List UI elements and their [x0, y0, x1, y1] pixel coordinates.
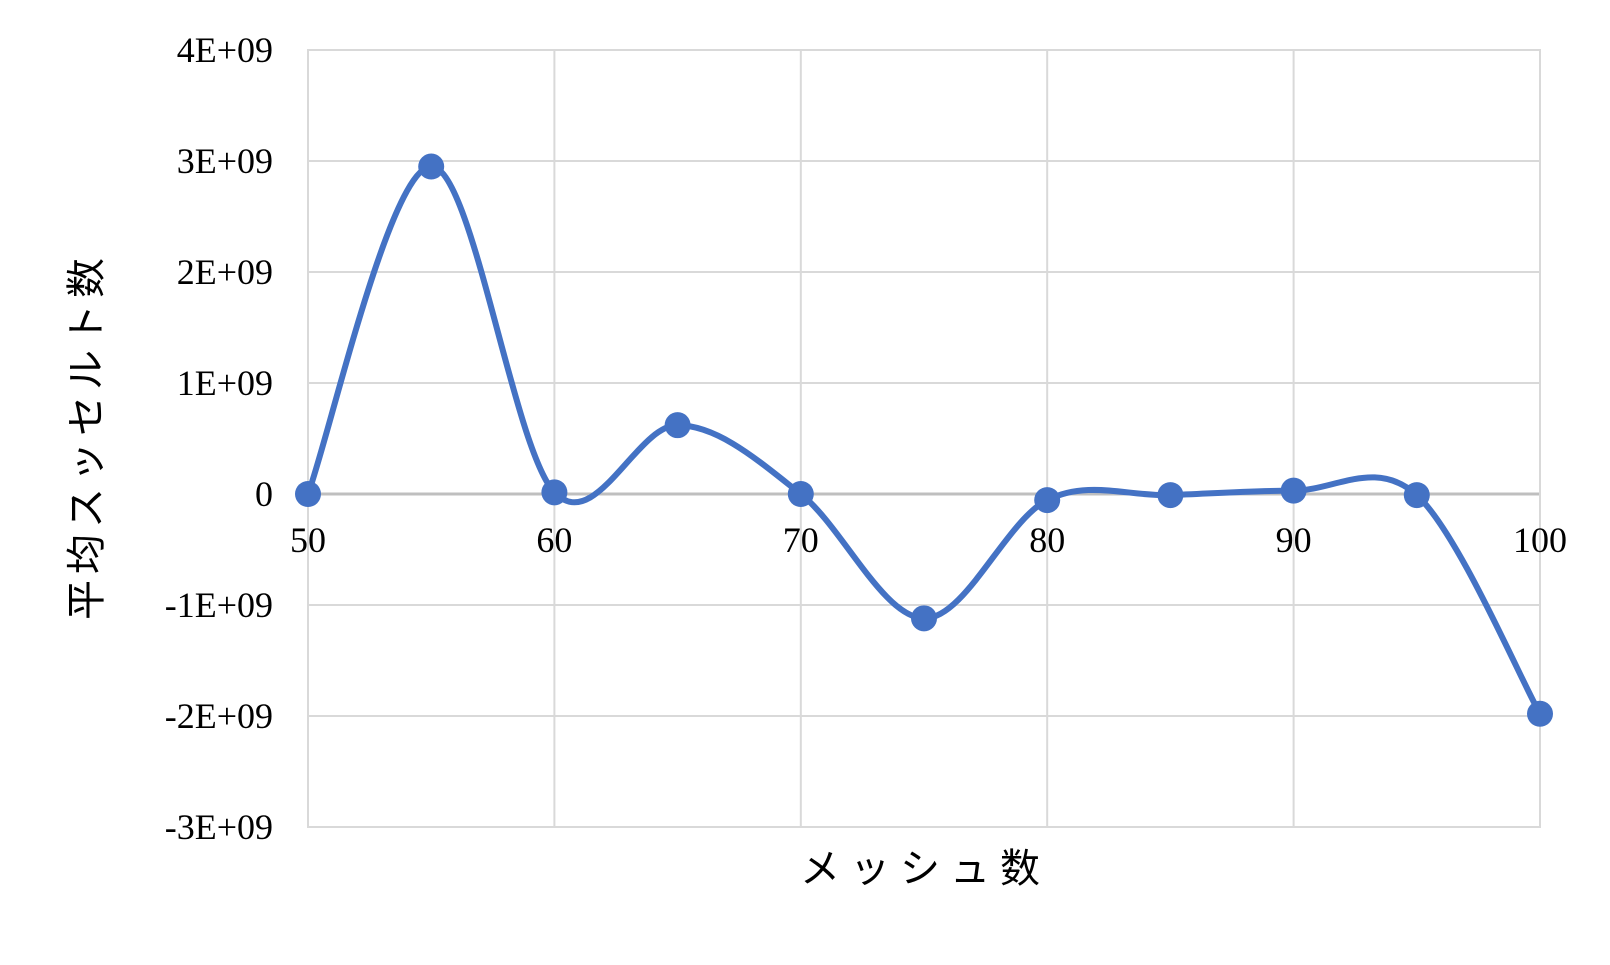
y-tick-label: -1E+09	[165, 585, 273, 625]
axes	[307, 49, 1541, 828]
y-tick-label: -2E+09	[165, 696, 273, 736]
data-point	[418, 153, 445, 180]
x-tick-label: 80	[1029, 520, 1065, 560]
data-point	[295, 481, 321, 507]
x-tick-label: 50	[290, 520, 326, 560]
y-tick-label: -3E+09	[165, 807, 273, 847]
y-tick-label: 2E+09	[177, 252, 273, 292]
data-point	[1157, 482, 1184, 509]
y-tick-label: 1E+09	[177, 363, 273, 403]
x-tick-label: 70	[783, 520, 819, 560]
gridlines	[307, 49, 1541, 828]
data-point	[541, 479, 568, 506]
plot-area-border	[307, 49, 1541, 828]
data-point	[664, 412, 691, 439]
x-tick-label: 90	[1276, 520, 1312, 560]
x-tick-label: 100	[1513, 520, 1567, 560]
data-point	[1403, 482, 1430, 509]
data-point	[1527, 700, 1553, 727]
data-point	[1034, 487, 1061, 514]
y-axis-title: 平均スッセルト数	[64, 252, 109, 620]
data-point	[787, 481, 814, 507]
y-tick-label: 3E+09	[177, 141, 273, 181]
data-point	[911, 605, 937, 632]
tick-labels: 4E+09 3E+09 2E+09 1E+09 0 -1E+09 -2E+09 -3E+09 5…	[165, 30, 1567, 847]
series-line	[305, 163, 1543, 717]
y-tick-label: 4E+09	[177, 30, 273, 70]
data-point	[1280, 477, 1307, 504]
x-tick-label: 60	[536, 520, 572, 560]
series	[295, 153, 1553, 727]
y-tick-label: 0	[255, 474, 273, 514]
x-axis-title: メッシュ数	[800, 846, 1050, 891]
